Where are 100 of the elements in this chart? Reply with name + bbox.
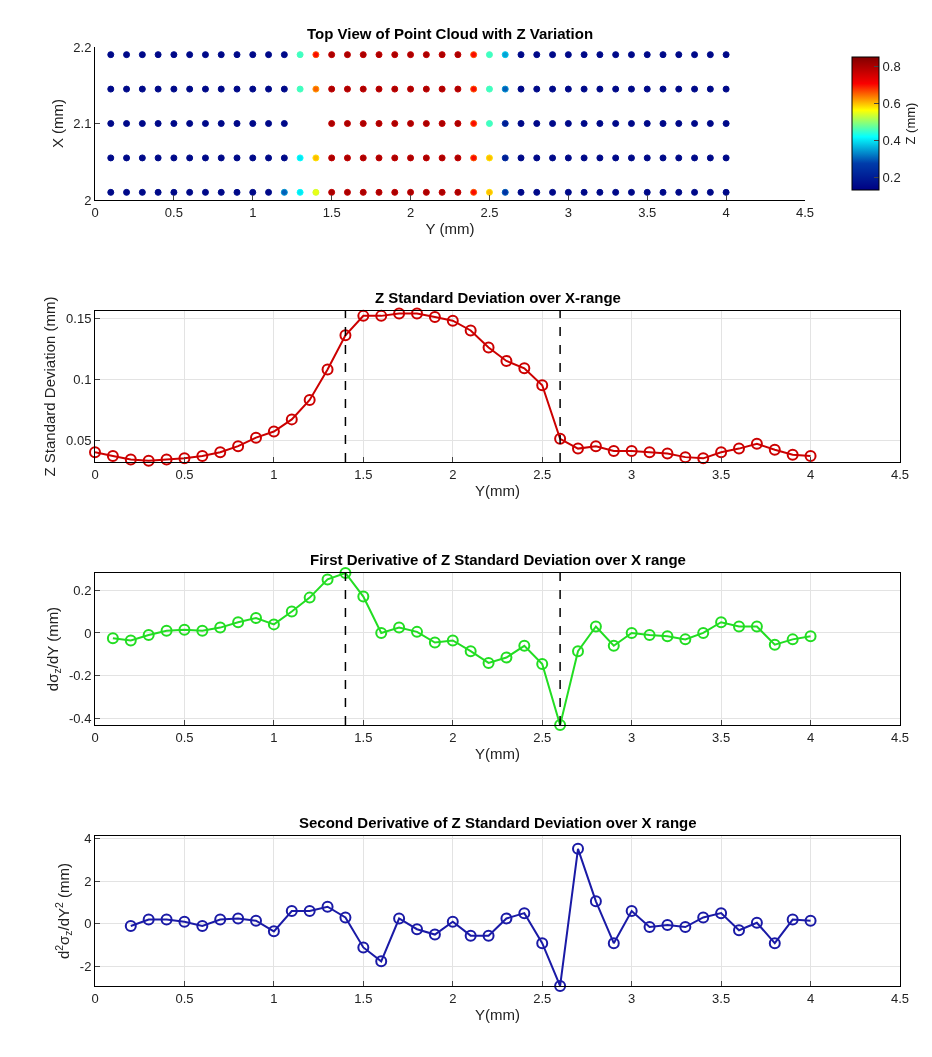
point	[142, 454, 155, 467]
point	[580, 51, 588, 59]
point	[750, 437, 763, 450]
point	[186, 51, 194, 59]
point	[214, 446, 227, 459]
x-tick-label: 3	[628, 729, 636, 745]
point	[470, 154, 478, 162]
point	[154, 188, 162, 196]
point	[768, 937, 781, 950]
point	[627, 85, 635, 93]
color-bar-label: 0.4	[882, 132, 901, 148]
point	[407, 85, 415, 93]
y-axis-title: X (mm)	[48, 98, 66, 149]
point	[691, 154, 699, 162]
x-tick-label: 3	[628, 466, 636, 482]
point	[138, 154, 146, 162]
x-tick-label: 1.5	[354, 990, 373, 1006]
color-bar-title: Z (mm)	[902, 102, 918, 145]
point	[697, 911, 710, 924]
point	[596, 154, 604, 162]
point	[500, 651, 513, 664]
y-tick-label: 0.1	[73, 371, 92, 387]
point	[722, 51, 730, 59]
x-tick-label: 2.5	[533, 990, 552, 1006]
point	[536, 379, 549, 392]
point	[804, 449, 817, 462]
point	[454, 85, 462, 93]
point	[407, 188, 415, 196]
point	[625, 445, 638, 458]
x-tick-label: 1.5	[322, 204, 341, 220]
point	[722, 154, 730, 162]
point	[625, 626, 638, 639]
point	[596, 120, 604, 127]
point	[422, 120, 430, 127]
point	[123, 188, 131, 196]
point	[659, 188, 667, 196]
x-tick-label: 1.5	[354, 729, 373, 745]
point	[312, 51, 320, 59]
y-tick-label: 0	[84, 916, 92, 932]
point	[154, 120, 162, 127]
point	[659, 120, 667, 127]
x-axis-title: Y(mm)	[475, 1005, 520, 1023]
point	[178, 623, 191, 636]
point	[564, 154, 572, 162]
point	[464, 645, 477, 658]
point	[697, 452, 710, 465]
point	[549, 85, 557, 93]
x-tick-label: 3.5	[712, 466, 731, 482]
point	[201, 188, 209, 196]
x-tick-label: 3	[628, 990, 636, 1006]
point	[485, 154, 493, 162]
x-tick-label: 0.5	[175, 990, 194, 1006]
point	[804, 630, 817, 643]
x-tick-label: 2	[406, 204, 415, 220]
point	[679, 921, 692, 934]
point	[375, 626, 388, 639]
point	[612, 188, 620, 196]
point	[285, 905, 298, 917]
x-tick-label: 4.5	[890, 729, 910, 745]
x-tick-label: 3.5	[712, 729, 731, 745]
point	[428, 928, 441, 941]
point	[607, 937, 620, 950]
point	[154, 51, 162, 59]
point	[627, 188, 635, 196]
point	[357, 309, 370, 322]
point	[422, 188, 430, 196]
point	[201, 120, 209, 127]
point	[643, 120, 651, 127]
x-tick-label: 1	[270, 990, 278, 1006]
x-tick-label: 0.5	[175, 729, 194, 745]
point	[186, 120, 194, 127]
point	[343, 51, 351, 59]
point	[750, 916, 763, 929]
point	[214, 913, 227, 926]
point	[733, 924, 745, 937]
point	[123, 85, 131, 93]
point	[501, 154, 509, 162]
point	[160, 624, 173, 637]
point	[343, 154, 351, 162]
point	[554, 980, 567, 992]
point	[186, 85, 194, 93]
x-axis-title: Y(mm)	[475, 744, 520, 762]
point	[196, 624, 209, 637]
point	[393, 307, 406, 320]
point	[691, 188, 699, 196]
point	[679, 633, 692, 646]
point	[786, 913, 799, 926]
point	[357, 941, 370, 954]
color-bar-label: 0.6	[882, 95, 901, 111]
point	[170, 120, 178, 127]
point	[643, 921, 656, 934]
point	[625, 905, 638, 917]
point	[196, 920, 209, 932]
point	[154, 85, 162, 93]
point	[407, 120, 415, 127]
point	[375, 120, 383, 127]
point	[232, 440, 245, 453]
point	[106, 449, 119, 462]
point	[659, 51, 667, 59]
point	[160, 453, 173, 466]
